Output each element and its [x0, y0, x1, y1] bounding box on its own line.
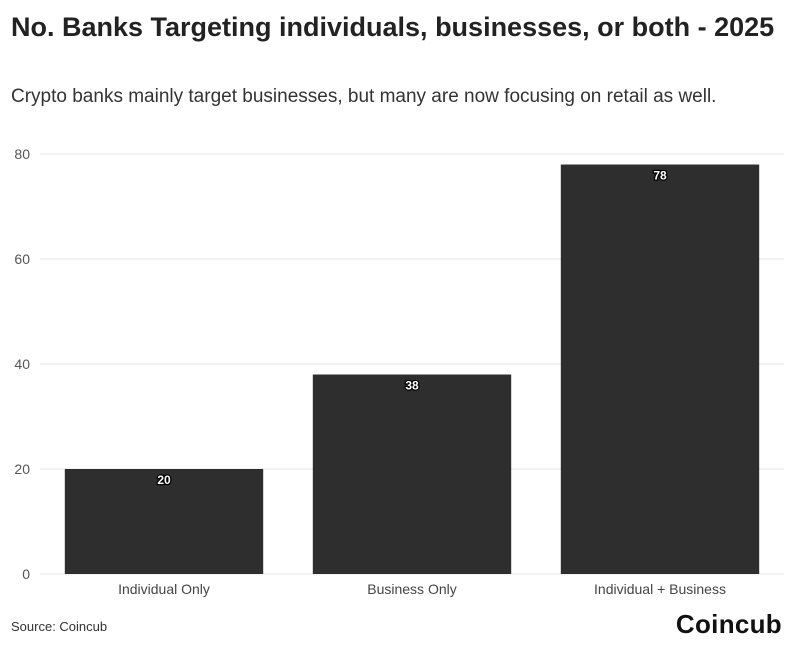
y-tick-label: 40: [14, 356, 30, 372]
data-label: 78: [653, 169, 667, 183]
category-label: Business Only: [367, 581, 456, 597]
bar: [560, 164, 760, 574]
chart-subtitle: Crypto banks mainly target businesses, b…: [11, 86, 717, 107]
y-tick-label: 80: [14, 146, 30, 162]
bars: [64, 164, 760, 574]
source-note: Source: Coincub: [11, 619, 108, 634]
y-tick-label: 0: [22, 566, 30, 582]
coincub-logo: Coincub: [675, 609, 782, 639]
y-tick-label: 20: [14, 461, 30, 477]
bar-chart: 0 20 40 60 80 20 38 78 Individual Only Business…: [14, 146, 784, 597]
bar: [64, 469, 264, 574]
category-label: Individual + Business: [594, 581, 726, 597]
data-label: 20: [157, 473, 171, 487]
x-axis-categories: Individual Only Business Only Individual +…: [118, 581, 726, 597]
bar: [312, 374, 512, 574]
y-tick-label: 60: [14, 251, 30, 267]
category-label: Individual Only: [118, 581, 210, 597]
data-label: 38: [405, 379, 419, 393]
data-labels: 20 38 78: [156, 167, 668, 488]
chart-title: No. Banks Targeting individuals, busines…: [11, 12, 775, 42]
y-axis-ticks: 0 20 40 60 80: [14, 146, 30, 582]
